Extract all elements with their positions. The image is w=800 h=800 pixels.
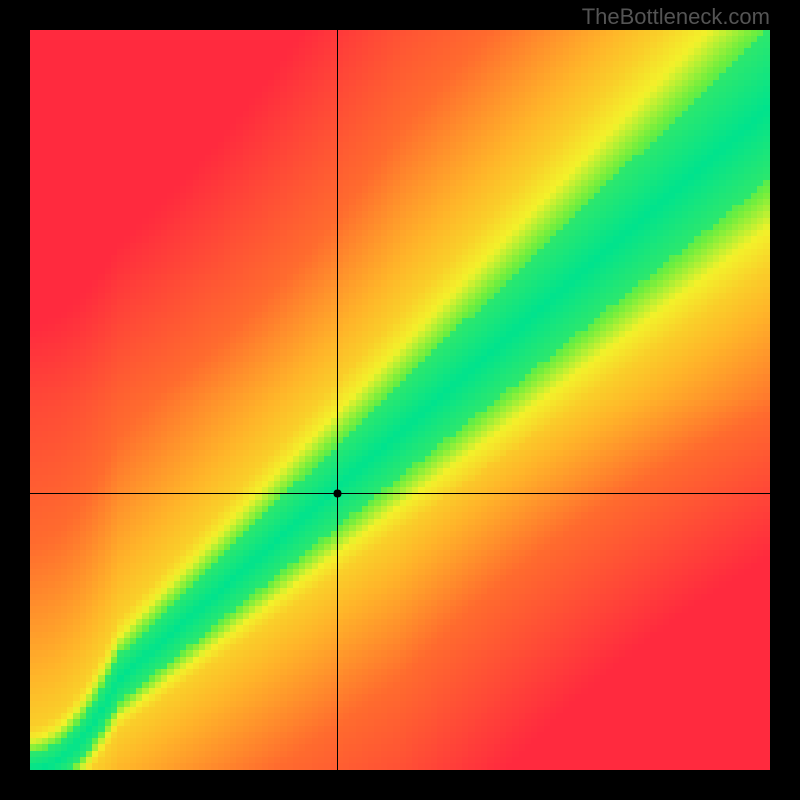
chart-outer-frame: TheBottleneck.com xyxy=(0,0,800,800)
watermark-text: TheBottleneck.com xyxy=(582,4,770,30)
plot-area xyxy=(30,30,770,770)
bottleneck-heatmap-canvas xyxy=(30,30,770,770)
